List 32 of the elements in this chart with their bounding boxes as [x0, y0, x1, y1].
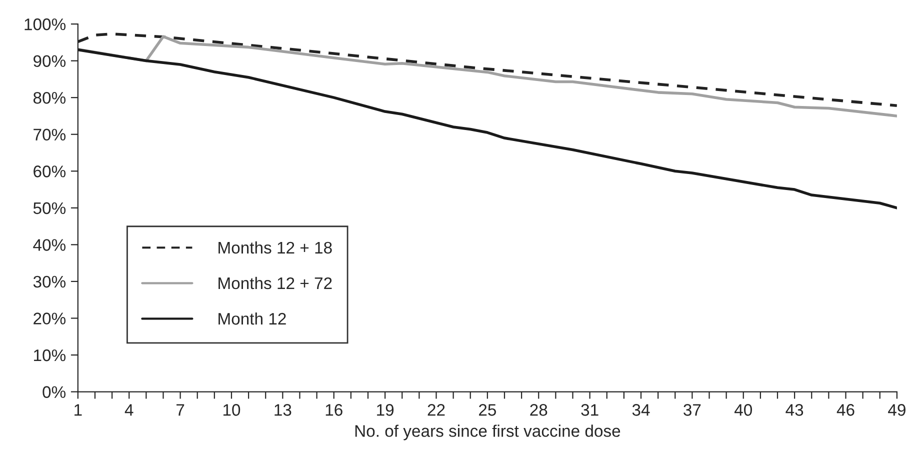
- legend-label: Months 12 + 72: [218, 276, 332, 290]
- y-tick-label: 100%: [24, 18, 66, 30]
- x-tick-label: 25: [479, 404, 496, 416]
- x-axis-title: No. of years since first vaccine dose: [355, 424, 620, 440]
- y-tick-label: 70%: [34, 128, 66, 141]
- x-tick-label: 28: [530, 404, 548, 416]
- x-tick-label: 31: [581, 404, 598, 416]
- x-tick-label: 22: [428, 404, 445, 416]
- x-tick-label: 37: [684, 404, 701, 416]
- y-tick-label: 50%: [33, 202, 66, 214]
- x-tick-label: 4: [124, 404, 134, 416]
- x-tick-label: 10: [223, 404, 240, 416]
- legend-label: Month 12: [218, 312, 286, 325]
- x-tick-label: 43: [786, 404, 804, 416]
- x-tick-label: 49: [888, 404, 906, 416]
- y-tick-label: 60%: [34, 166, 66, 178]
- y-tick-label: 80%: [33, 92, 66, 104]
- y-tick-label: 40%: [33, 239, 66, 251]
- x-tick-label: 46: [836, 404, 854, 416]
- x-tick-label: 13: [274, 404, 292, 416]
- x-tick-label: 1: [74, 404, 82, 416]
- y-tick-label: 0%: [42, 386, 66, 398]
- x-tick-label: 34: [632, 404, 650, 416]
- x-tick-label: 19: [377, 404, 394, 416]
- x-tick-label: 7: [176, 404, 184, 416]
- y-tick-label: 10%: [34, 349, 66, 362]
- y-tick-label: 90%: [34, 55, 66, 67]
- y-tick-label: 30%: [33, 276, 66, 288]
- legend-label: Months 12 + 18: [218, 241, 332, 254]
- x-tick-label: 16: [326, 404, 342, 416]
- y-tick-label: 20%: [34, 312, 66, 324]
- x-tick-label: 40: [734, 404, 752, 416]
